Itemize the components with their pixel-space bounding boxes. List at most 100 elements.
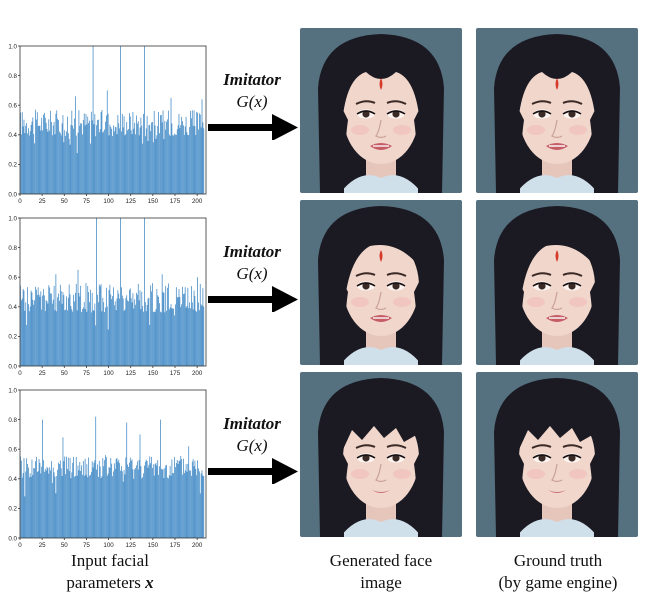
chart-bar bbox=[76, 475, 78, 538]
chart-bar bbox=[97, 464, 98, 538]
chart-bar bbox=[168, 475, 170, 538]
chart-bar bbox=[74, 301, 75, 366]
hair-fringe bbox=[517, 226, 599, 292]
generated-face-image-2 bbox=[300, 200, 462, 365]
chart-bar bbox=[134, 122, 136, 194]
chart-bar bbox=[185, 307, 187, 366]
ground-truth-face-image-3 bbox=[476, 372, 638, 537]
chart-bar bbox=[147, 298, 149, 366]
imitator-label: Imitator bbox=[223, 414, 281, 433]
chart-bar bbox=[150, 131, 152, 194]
chart-bar bbox=[41, 466, 43, 538]
chart-bar bbox=[169, 307, 171, 366]
x-tick-label: 150 bbox=[148, 198, 159, 205]
hair-right-strand bbox=[414, 108, 432, 193]
chart-bar bbox=[172, 308, 174, 366]
chart-bar bbox=[116, 298, 118, 366]
forehead-mark bbox=[379, 78, 383, 90]
chart-bar bbox=[22, 126, 24, 194]
chart-bar bbox=[190, 470, 191, 538]
chart-bar bbox=[118, 123, 120, 194]
chart-bar bbox=[135, 304, 136, 366]
chart-bar bbox=[202, 475, 204, 538]
chart-bar bbox=[165, 465, 167, 538]
chart-bar bbox=[62, 437, 64, 538]
x-tick-label: 175 bbox=[170, 542, 181, 549]
chart-bar bbox=[71, 472, 73, 538]
chart-bar bbox=[123, 310, 125, 366]
chart-bar bbox=[74, 118, 75, 194]
chart-bar bbox=[191, 118, 192, 194]
parameter-chart-3: 0.0 0.2 0.4 0.6 0.8 1.0 0 25 50 75 100 125 150 175 200 bbox=[4, 384, 208, 556]
chart-bar bbox=[194, 126, 196, 194]
chart-bar bbox=[113, 471, 114, 538]
chart-bar bbox=[182, 286, 183, 366]
chart-bar bbox=[142, 305, 144, 366]
chart-bar bbox=[150, 285, 152, 366]
chart-bar bbox=[107, 329, 109, 366]
chart-bar bbox=[152, 142, 154, 194]
chart-bar bbox=[109, 284, 111, 366]
chart-bar bbox=[167, 119, 168, 194]
iris bbox=[568, 454, 576, 462]
chart-bar bbox=[129, 457, 131, 538]
chart-bar bbox=[107, 473, 109, 538]
chart-bar bbox=[57, 469, 59, 538]
chart-bar bbox=[39, 296, 41, 366]
hair-right-strand bbox=[590, 280, 608, 365]
face-skin bbox=[343, 64, 419, 164]
chart-bar bbox=[155, 462, 157, 538]
chart-axes-frame bbox=[19, 217, 207, 367]
chart-bar bbox=[29, 306, 31, 366]
chart-bar bbox=[125, 134, 127, 194]
chart-bar bbox=[84, 308, 86, 366]
chart-bar bbox=[151, 122, 152, 194]
hair-left-strand bbox=[330, 280, 348, 365]
y-tick-label: 0.0 bbox=[8, 535, 17, 542]
chart-bar bbox=[97, 294, 98, 366]
chart-bar bbox=[42, 295, 43, 366]
chart-bar bbox=[59, 460, 61, 538]
chart-bar bbox=[143, 311, 144, 366]
chart-bar bbox=[82, 134, 83, 194]
chart-bar bbox=[135, 134, 136, 194]
chart-bar bbox=[40, 291, 42, 366]
imitator-label: Imitator bbox=[223, 70, 281, 89]
chart-bar bbox=[183, 125, 184, 194]
chart-bar bbox=[198, 468, 199, 538]
x-tick-label: 125 bbox=[126, 370, 137, 377]
chart-bar bbox=[98, 476, 99, 538]
chart-bar bbox=[141, 478, 143, 538]
chart-bar bbox=[54, 310, 56, 366]
chart-bar bbox=[168, 309, 170, 366]
x-tick-label: 0 bbox=[18, 198, 22, 205]
chart-bar bbox=[43, 471, 45, 538]
x-tick-label: 100 bbox=[103, 370, 114, 377]
chart-bar bbox=[25, 471, 27, 538]
imitator-arrow-3: Imitator G(x) bbox=[206, 414, 298, 524]
chart-bar bbox=[72, 311, 74, 366]
chart-bar bbox=[28, 304, 29, 366]
chart-bar bbox=[83, 113, 85, 194]
chart-bar bbox=[195, 134, 197, 194]
x-tick-label: 200 bbox=[192, 198, 203, 205]
caption-generated-line1: Generated face bbox=[329, 551, 433, 570]
chart-bar bbox=[127, 130, 128, 194]
chart-bar bbox=[198, 310, 200, 366]
chart-bar bbox=[176, 459, 178, 538]
y-tick-label: 0.2 bbox=[8, 162, 17, 169]
chart-bar bbox=[65, 474, 66, 538]
chart-bar bbox=[74, 96, 76, 194]
imitator-function-label: G(x) bbox=[236, 264, 268, 283]
chart-bar bbox=[182, 121, 183, 194]
chart-bar bbox=[118, 293, 120, 366]
face-skin bbox=[519, 64, 595, 164]
hair-bangs bbox=[339, 396, 423, 456]
chart-bar bbox=[160, 312, 162, 366]
chart-bar bbox=[172, 472, 174, 538]
chart-bar bbox=[21, 112, 23, 194]
chart-bar bbox=[61, 475, 63, 538]
chart-bar bbox=[144, 218, 145, 366]
hair-right-strand bbox=[590, 452, 608, 537]
chart-bar bbox=[199, 283, 201, 366]
